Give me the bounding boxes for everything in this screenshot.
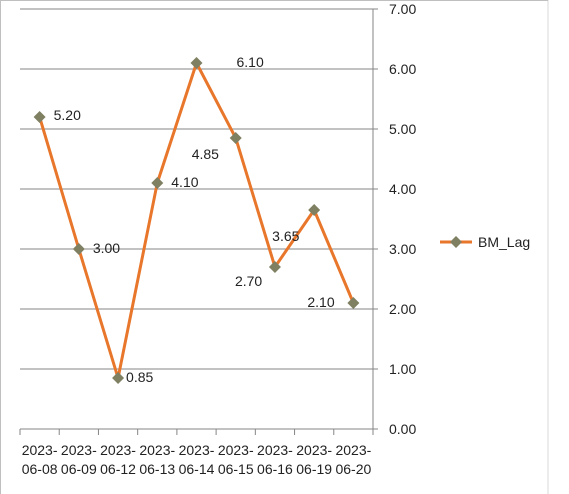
data-label: 4.85 (191, 146, 219, 162)
marker (151, 177, 164, 189)
y-tick-label: 1.00 (389, 361, 417, 377)
data-label: 6.10 (236, 54, 264, 70)
data-label: 3.65 (272, 228, 300, 244)
marker (112, 372, 125, 384)
x-tick-label: 2023-06-13 (139, 442, 176, 477)
data-label: 3.00 (92, 240, 121, 256)
marker (190, 57, 203, 69)
series-line (38, 61, 355, 380)
x-tick-label: 2023-06-14 (178, 442, 215, 477)
data-label: 2.70 (234, 273, 263, 289)
data-label: 2.10 (307, 294, 335, 310)
x-tick-label: 2023-06-20 (335, 442, 372, 477)
data-label: 5.20 (53, 107, 81, 123)
marker (229, 132, 242, 144)
x-tick-label: 2023-06-12 (100, 442, 136, 477)
marker (308, 204, 321, 216)
marker (33, 111, 46, 123)
y-tick-label: 3.00 (389, 241, 417, 257)
data-label: 0.85 (126, 369, 154, 385)
y-tick-label: 2.00 (389, 301, 417, 317)
y-tick-label: 0.00 (389, 421, 417, 437)
legend-marker (450, 236, 462, 248)
x-tick-label: 2023-06-15 (217, 442, 254, 477)
x-tick-label: 2023-06-08 (21, 442, 58, 477)
x-tick-label: 2023-06-16 (257, 442, 293, 477)
y-tick-label: 5.00 (389, 121, 417, 137)
x-tick-label: 2023-06-19 (296, 442, 333, 477)
marker (347, 297, 360, 309)
y-tick-label: 6.00 (389, 61, 417, 77)
y-tick-label: 7.00 (389, 1, 417, 17)
legend-label: BM_Lag (478, 234, 531, 250)
marker (268, 261, 281, 273)
marker (72, 243, 85, 255)
data-label: 4.10 (171, 174, 199, 190)
y-tick-label: 4.00 (389, 181, 417, 197)
x-tick-label: 2023-06-09 (60, 442, 97, 477)
